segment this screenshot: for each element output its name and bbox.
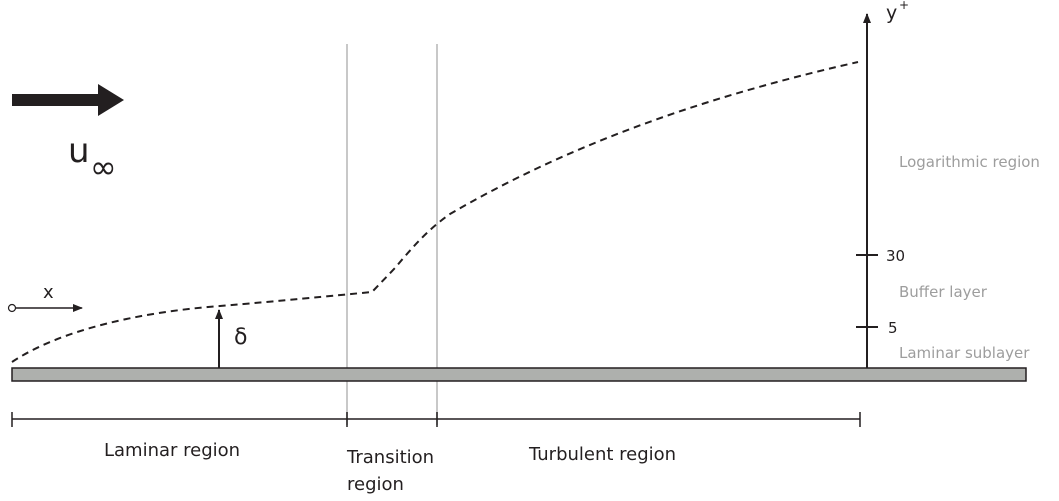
yplus-axis-label: y — [886, 2, 897, 24]
boundary-layer-edge — [11, 61, 859, 363]
turbulent-region-label: Turbulent region — [528, 444, 676, 465]
logarithmic-region-label: Logarithmic region — [899, 153, 1040, 171]
flat-plate — [11, 367, 1027, 382]
transition-region-label-line2: region — [347, 474, 404, 495]
yplus-tick-label: 30 — [886, 247, 905, 265]
transition-region-label-line1: Transition — [346, 447, 434, 468]
laminar-sublayer-label: Laminar sublayer — [899, 344, 1030, 362]
thickness-symbol: δ — [234, 325, 247, 350]
freestream-arrow-icon — [12, 84, 124, 116]
velocity-subscript: ∞ — [90, 148, 117, 186]
x-axis-label: x — [43, 282, 54, 303]
laminar-region-label: Laminar region — [104, 440, 240, 461]
yplus-axis-superscript: + — [899, 0, 909, 12]
yplus-tick-label: 5 — [888, 319, 898, 337]
origin-marker — [7, 303, 17, 313]
buffer-layer-label: Buffer layer — [899, 283, 988, 301]
velocity-symbol: u — [68, 131, 90, 171]
